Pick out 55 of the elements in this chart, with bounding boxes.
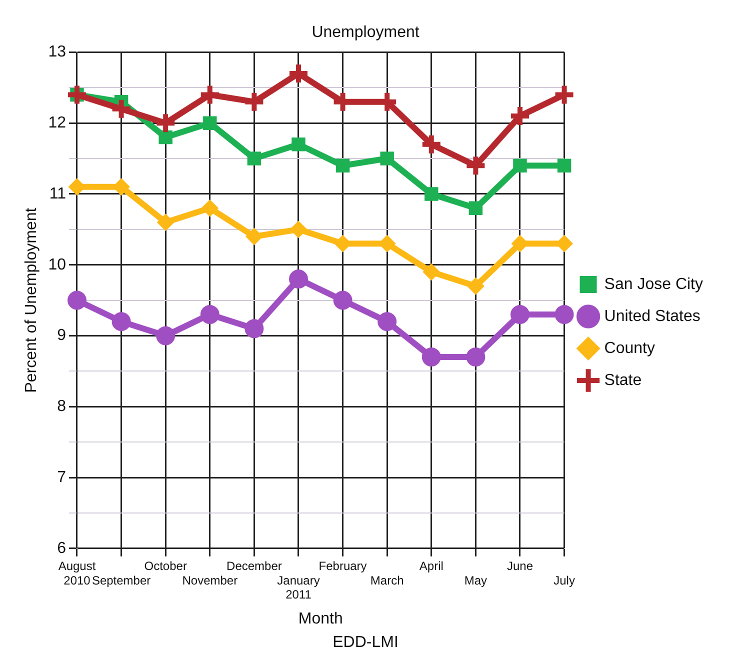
point (200, 304, 220, 324)
point (554, 304, 574, 324)
point (158, 130, 172, 144)
legend-label: County (604, 340, 655, 357)
y-tick-label: 7 (57, 468, 66, 486)
y-axis-title: Percent of Unemployment (23, 207, 40, 393)
point (203, 116, 217, 130)
x-tick-label: December (226, 558, 282, 573)
point (336, 158, 350, 172)
y-tick-label: 12 (48, 114, 66, 132)
y-tick-label: 8 (57, 398, 66, 416)
point (513, 158, 527, 172)
x-tick-label: April (419, 558, 444, 573)
point (288, 270, 308, 289)
x-tick-label: November (182, 573, 238, 588)
y-tick-label: 6 (57, 540, 66, 557)
x-axis-title: Month (298, 610, 343, 628)
legend-label: State (604, 372, 642, 389)
x-tick-label: July (554, 573, 575, 588)
x-tick-label: June (506, 558, 534, 573)
point (333, 290, 352, 310)
y-tick-label: 11 (49, 185, 66, 202)
point (380, 152, 394, 166)
text: EDD-LMI (332, 634, 398, 651)
point (292, 137, 306, 152)
point (467, 278, 484, 295)
x-tick-label: March (370, 573, 404, 588)
point (290, 220, 307, 238)
point (156, 326, 176, 346)
point (557, 158, 572, 172)
x-tick-label: January 2011 (277, 573, 320, 602)
x-tick-label: February (318, 558, 367, 573)
x-tick-label: October (144, 558, 187, 573)
point (246, 228, 263, 246)
point (424, 187, 438, 201)
y-tick-label: 13 (48, 44, 66, 61)
legend-label: San Jose City (604, 276, 704, 293)
point (466, 348, 486, 367)
y-tick-label: 9 (57, 327, 66, 344)
point (422, 348, 441, 367)
y-tick-label: 10 (48, 256, 66, 274)
point (247, 152, 262, 166)
point (201, 200, 218, 217)
point (157, 214, 174, 231)
point (244, 319, 264, 338)
point (378, 312, 397, 332)
x-tick-label: May (464, 573, 488, 588)
point (510, 304, 530, 324)
point (112, 312, 131, 332)
point (468, 201, 483, 216)
legend-label: United States (604, 308, 700, 325)
point (67, 290, 86, 310)
point (422, 263, 440, 280)
chart-title: Unemployment (312, 24, 420, 42)
x-tick-label: September (92, 573, 151, 588)
